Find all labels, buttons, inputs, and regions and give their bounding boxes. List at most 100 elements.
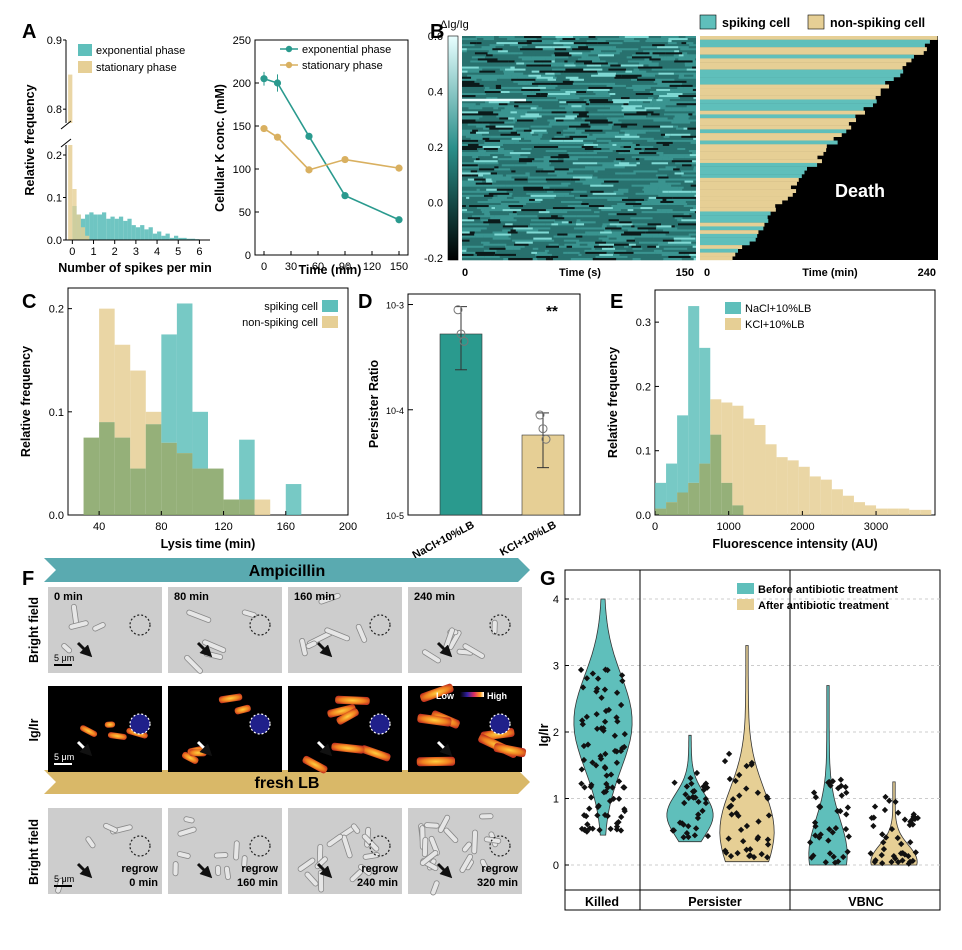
- B-heatmap-cell: [479, 188, 487, 192]
- B-heatmap-cell: [559, 40, 578, 43]
- G-point: [837, 776, 844, 783]
- A2-frame: [254, 39, 409, 256]
- B-heatmap-cell: [497, 194, 512, 198]
- B-heatmap-cell: [647, 166, 666, 169]
- B-heatmap-cell: [525, 68, 532, 71]
- B-heatmap-cell: [553, 202, 577, 206]
- F-micrograph: [408, 587, 522, 673]
- F-arrow: [196, 641, 213, 658]
- B-heatmap-cell: [544, 249, 549, 253]
- B-heatmap-cell: [477, 148, 484, 151]
- F-fluor-cell: [182, 751, 199, 764]
- B-heatmap-cell: [490, 217, 501, 220]
- B-heatmap-cell: [551, 137, 574, 141]
- B-heatmap-cell: [601, 64, 611, 67]
- chart-E-bar: [666, 463, 678, 503]
- A2-xtick-label: 30: [285, 261, 297, 273]
- chart-E-bar: [677, 415, 689, 493]
- B-heatmap-cell: [618, 219, 636, 222]
- B-heatmap-cell: [645, 40, 669, 43]
- B-heatmap-cell: [494, 215, 513, 218]
- B-heatmap-cell: [579, 178, 586, 181]
- B-heatmap-cell: [639, 158, 645, 161]
- B-heatmap-cell: [522, 52, 534, 55]
- B-heatmap-cell: [518, 123, 526, 126]
- B-heatmap-cell: [634, 38, 647, 41]
- B-heatmap-cell: [615, 74, 622, 78]
- G-point: [600, 789, 608, 796]
- B-xlabel: Time (s): [559, 267, 601, 279]
- B-heatmap-cell: [604, 180, 619, 183]
- B-heatmap-cell: [481, 211, 490, 214]
- B-heatmap-cell: [480, 103, 499, 106]
- B-heatmap-cell: [654, 194, 659, 198]
- B-raster-row: [700, 125, 852, 130]
- B-heatmap-cell: [609, 107, 624, 110]
- B-heatmap-cell: [494, 233, 512, 236]
- B-heatmap-cell: [601, 84, 607, 88]
- A2-legend-label: stationary phase: [302, 60, 383, 72]
- B-heatmap-cell: [558, 243, 565, 247]
- F-time-label: 80 min: [174, 591, 209, 603]
- B-heatmap-cell: [534, 198, 543, 202]
- B-heatmap-cell: [509, 82, 518, 86]
- B-heatmap-cell: [632, 54, 636, 57]
- B-heatmap-cell: [462, 115, 483, 118]
- B-heatmap-cell: [513, 99, 539, 102]
- B-heatmap-cell: [636, 99, 653, 102]
- B-heatmap-cell: [619, 56, 627, 59]
- B-heatmap-cell: [660, 107, 672, 110]
- B-heatmap-cell: [665, 180, 685, 183]
- G-point: [758, 851, 765, 858]
- B-heatmap-cell: [514, 135, 524, 139]
- B-heatmap-cell: [605, 202, 618, 206]
- F-fluor-cell: [218, 693, 243, 704]
- B-heatmap-cell: [693, 257, 696, 261]
- B-heatmap-cell: [531, 101, 557, 104]
- B-heatmap-cell: [585, 107, 610, 110]
- A2-point: [260, 124, 268, 133]
- B-heatmap-cell: [540, 88, 561, 92]
- B-heatmap-cell: [462, 221, 484, 224]
- B-heatmap-cell: [528, 243, 534, 247]
- B-heatmap-cell: [549, 121, 554, 124]
- B-heatmap-cell: [482, 115, 497, 118]
- B-heatmap-cell: [526, 95, 548, 98]
- B-heatmap-cell: [649, 184, 672, 187]
- G-point: [734, 850, 741, 857]
- B-heatmap-cell: [519, 200, 541, 204]
- F-cell: [318, 592, 341, 605]
- B-heatmap-cell: [462, 95, 476, 98]
- B-heatmap-cell: [494, 38, 499, 41]
- B-heatmap-cell: [673, 158, 691, 161]
- B-heatmap-cell: [469, 231, 475, 234]
- B-heatmap-cell: [538, 217, 546, 220]
- B-heatmap-cell: [644, 154, 660, 157]
- G-point: [810, 789, 818, 796]
- B-heatmap-cell: [637, 227, 657, 230]
- G-point: [597, 753, 604, 760]
- A1-bar: [174, 235, 179, 240]
- B-heatmap-cell: [688, 233, 696, 236]
- G-point: [755, 818, 762, 825]
- B-heatmap-cell: [642, 188, 658, 192]
- B-heatmap-cell: [527, 217, 539, 220]
- B-heatmap-cell: [462, 156, 473, 159]
- B-heatmap-cell: [624, 152, 640, 155]
- B-heatmap-cell: [607, 90, 616, 94]
- chart-E-legend-swatch: [725, 302, 741, 314]
- B-heatmap-cell: [659, 54, 674, 57]
- G-point: [596, 826, 603, 834]
- B-heatmap-cell: [656, 88, 671, 92]
- chart-C-bar-overlap: [83, 437, 100, 515]
- B-heatmap-cell: [626, 56, 632, 59]
- B-heatmap-cell: [482, 145, 501, 149]
- B-heatmap-cell: [628, 243, 636, 247]
- B-heatmap-cell: [462, 103, 476, 106]
- B-heatmap-cell: [514, 117, 537, 120]
- B-heatmap-cell: [474, 80, 480, 84]
- B-heatmap-cell: [599, 202, 606, 206]
- A1-ytick-label: 0.1: [47, 193, 62, 205]
- B-heatmap-cell: [591, 209, 602, 212]
- B-heatmap-cell: [671, 225, 675, 228]
